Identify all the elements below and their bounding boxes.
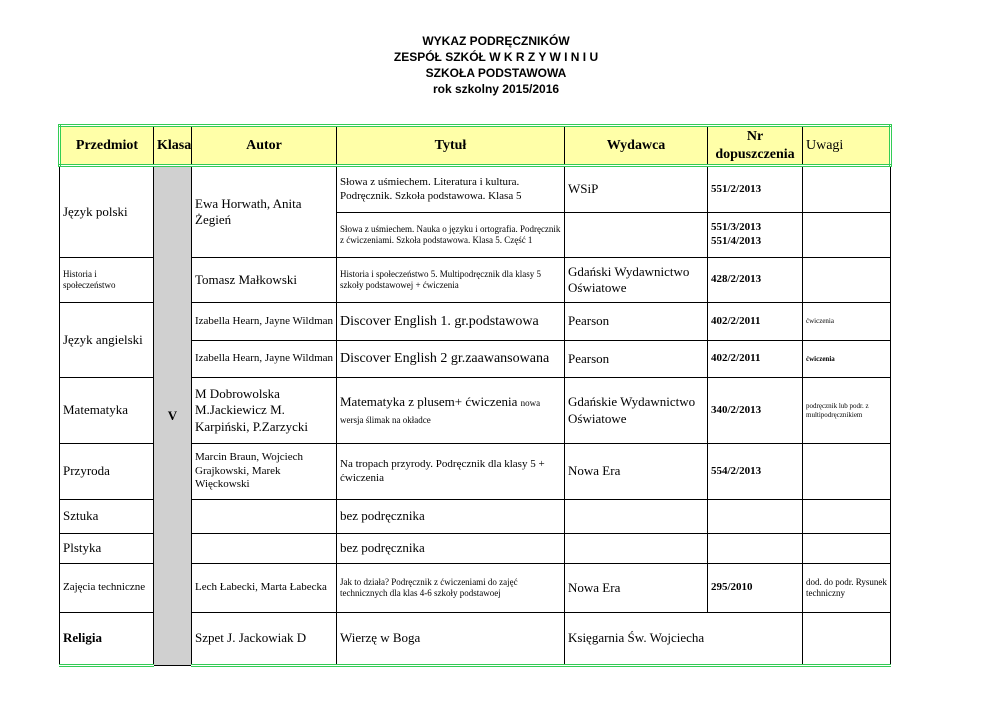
title: bez podręcznika bbox=[336, 533, 565, 564]
approval-number bbox=[707, 533, 803, 564]
header-line: ZESPÓŁ SZKÓŁ W K R Z Y W I N I U bbox=[393, 50, 599, 64]
publisher: Księgarnia Św. Wojciecha bbox=[564, 612, 803, 667]
subject: Język angielski bbox=[59, 302, 154, 378]
notes: ćwiczenia bbox=[802, 302, 891, 341]
subject: Język polski bbox=[59, 165, 154, 258]
title: Jak to działa? Podręcznik z ćwiczeniami … bbox=[336, 563, 565, 613]
notes bbox=[802, 499, 891, 534]
column-header: Przedmiot bbox=[58, 124, 154, 167]
number-line: 551/3/2013 bbox=[711, 221, 762, 234]
title-text: Matematyka z plusem+ ćwiczenia bbox=[340, 394, 518, 410]
title: Historia i społeczeństwo 5. Multipodręcz… bbox=[336, 257, 565, 303]
author: Lech Łabecki, Marta Łabecka bbox=[191, 563, 337, 613]
header-line: rok szkolny 2015/2016 bbox=[432, 82, 560, 96]
notes bbox=[802, 443, 891, 500]
approval-number bbox=[707, 499, 803, 534]
subject: Religia bbox=[59, 612, 154, 667]
row: Historia i społeczeństwo Tomasz Małkowsk… bbox=[59, 257, 891, 303]
notes: podręcznik lub podr. z multipodręcznikie… bbox=[802, 377, 891, 444]
column-header: Tytuł bbox=[336, 124, 565, 167]
row: Przyroda Marcin Braun, Wojciech Grajkows… bbox=[59, 443, 891, 500]
author bbox=[191, 499, 337, 534]
title: Słowa z uśmiechem. Literatura i kultura.… bbox=[336, 165, 565, 213]
row: Słowa z uśmiechem. Nauka o języku i orto… bbox=[60, 212, 891, 258]
author: M Dobrowolska M.Jackiewicz M. Karpiński,… bbox=[191, 377, 337, 444]
approval-number: 551/3/2013 551/4/2013 bbox=[707, 212, 803, 258]
notes bbox=[802, 257, 891, 303]
title: Discover English 1. gr.podstawowa bbox=[336, 302, 565, 341]
notes bbox=[802, 165, 891, 213]
header: WYKAZ PODRĘCZNIKÓW ZESPÓŁ SZKÓŁ W K R Z … bbox=[0, 33, 992, 97]
notes: ćwiczenia bbox=[802, 340, 891, 378]
publisher bbox=[564, 533, 708, 564]
approval-number: 402/2/2011 bbox=[707, 302, 803, 341]
title-note: nowa wersja ślimak na okładce bbox=[340, 398, 541, 425]
publisher bbox=[564, 212, 708, 258]
publisher: Nowa Era bbox=[564, 443, 708, 500]
publisher: WSiP bbox=[564, 165, 708, 213]
title: Matematyka z plusem+ ćwiczenia nowa wers… bbox=[336, 377, 565, 444]
approval-number: 402/2/2011 bbox=[707, 340, 803, 378]
author bbox=[191, 533, 337, 564]
author: Ewa Horwath, Anita Żegień bbox=[191, 165, 337, 258]
publisher: Pearson bbox=[564, 340, 708, 378]
row: Język angielski Izabella Hearn, Jayne Wi… bbox=[59, 302, 891, 378]
author: Izabella Hearn, Jayne Wildman bbox=[191, 340, 337, 378]
subject: Sztuka bbox=[59, 499, 154, 534]
approval-number: 428/2/2013 bbox=[707, 257, 803, 303]
row: Izabella Hearn, Jayne Wildman Discover E… bbox=[60, 340, 891, 378]
publisher: Nowa Era bbox=[564, 563, 708, 613]
title: bez podręcznika bbox=[336, 499, 565, 534]
number-line: 551/4/2013 bbox=[711, 235, 762, 247]
class: V bbox=[153, 165, 192, 666]
header-line: SZKOŁA PODSTAWOWA bbox=[425, 66, 567, 80]
author: Tomasz Małkowski bbox=[191, 257, 337, 303]
notes bbox=[802, 612, 891, 667]
title: Discover English 2 gr.zaawansowana bbox=[336, 340, 565, 378]
publisher: Gdańskie Wydawnictwo Oświatowe bbox=[564, 377, 708, 444]
row: Język polski V Ewa Horwath, Anita Żegień… bbox=[59, 165, 891, 666]
subject: Matematyka bbox=[59, 377, 154, 444]
subject: Plstyka bbox=[59, 533, 154, 564]
subject: Przyroda bbox=[59, 443, 154, 500]
title: Słowa z uśmiechem. Nauka o języku i orto… bbox=[336, 212, 565, 258]
column-header: Nr dopuszczenia bbox=[707, 124, 803, 167]
header-line: WYKAZ PODRĘCZNIKÓW bbox=[422, 34, 570, 48]
approval-number: 551/2/2013 bbox=[707, 165, 803, 213]
approval-number: 295/2010 bbox=[707, 563, 803, 613]
subject: Zajęcia techniczne bbox=[59, 563, 154, 613]
title: Wierzę w Boga bbox=[336, 612, 565, 667]
publisher bbox=[564, 499, 708, 534]
column-header: Wydawca bbox=[564, 124, 708, 167]
column-header: Klasa bbox=[153, 124, 192, 167]
header-row: Przedmiot Klasa Autor Tytuł Wydawca Nr d… bbox=[58, 124, 892, 167]
author: Marcin Braun, Wojciech Grajkowski, Marek… bbox=[191, 443, 337, 500]
column-header: Uwagi bbox=[802, 124, 892, 167]
notes bbox=[802, 533, 891, 564]
author: Izabella Hearn, Jayne Wildman bbox=[191, 302, 337, 341]
row: Religia Szpet J. Jackowiak D Wierzę w Bo… bbox=[59, 612, 891, 667]
notes bbox=[802, 212, 891, 258]
approval-number: 554/2/2013 bbox=[707, 443, 803, 500]
textbook-table: Przedmiot Klasa Autor Tytuł Wydawca Nr d… bbox=[58, 124, 892, 667]
publisher: Gdański Wydawnictwo Oświatowe bbox=[564, 257, 708, 303]
notes: dod. do podr. Rysunek techniczny bbox=[802, 563, 891, 613]
author: Szpet J. Jackowiak D bbox=[191, 612, 337, 667]
title: Na tropach przyrody. Podręcznik dla klas… bbox=[336, 443, 565, 500]
column-header: Autor bbox=[191, 124, 337, 167]
approval-number: 340/2/2013 bbox=[707, 377, 803, 444]
publisher: Pearson bbox=[564, 302, 708, 341]
row: Zajęcia techniczne Lech Łabecki, Marta Ł… bbox=[59, 563, 891, 613]
subject: Historia i społeczeństwo bbox=[59, 257, 154, 303]
row: Plstyka bez podręcznika bbox=[59, 533, 891, 564]
